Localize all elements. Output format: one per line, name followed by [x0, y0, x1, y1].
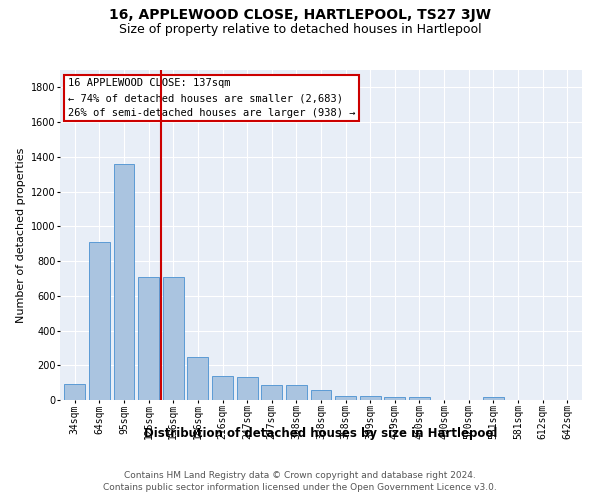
Bar	[236, 376, 257, 400]
Bar	[409, 398, 430, 400]
Bar	[360, 396, 381, 400]
Bar	[311, 390, 331, 400]
Bar	[89, 242, 110, 400]
Bar	[385, 398, 406, 400]
Bar	[138, 276, 159, 400]
Text: Distribution of detached houses by size in Hartlepool: Distribution of detached houses by size …	[145, 428, 497, 440]
Text: 16, APPLEWOOD CLOSE, HARTLEPOOL, TS27 3JW: 16, APPLEWOOD CLOSE, HARTLEPOOL, TS27 3J…	[109, 8, 491, 22]
Bar	[163, 276, 184, 400]
Y-axis label: Number of detached properties: Number of detached properties	[16, 148, 26, 322]
Bar	[113, 164, 134, 400]
Bar	[335, 396, 356, 400]
Text: 16 APPLEWOOD CLOSE: 137sqm
← 74% of detached houses are smaller (2,683)
26% of s: 16 APPLEWOOD CLOSE: 137sqm ← 74% of deta…	[68, 78, 355, 118]
Text: Size of property relative to detached houses in Hartlepool: Size of property relative to detached ho…	[119, 22, 481, 36]
Bar	[64, 384, 85, 400]
Bar	[187, 358, 208, 400]
Bar	[483, 396, 504, 400]
Bar	[286, 385, 307, 400]
Bar	[212, 376, 233, 400]
Bar	[261, 385, 282, 400]
Text: Contains HM Land Registry data © Crown copyright and database right 2024.
Contai: Contains HM Land Registry data © Crown c…	[103, 471, 497, 492]
